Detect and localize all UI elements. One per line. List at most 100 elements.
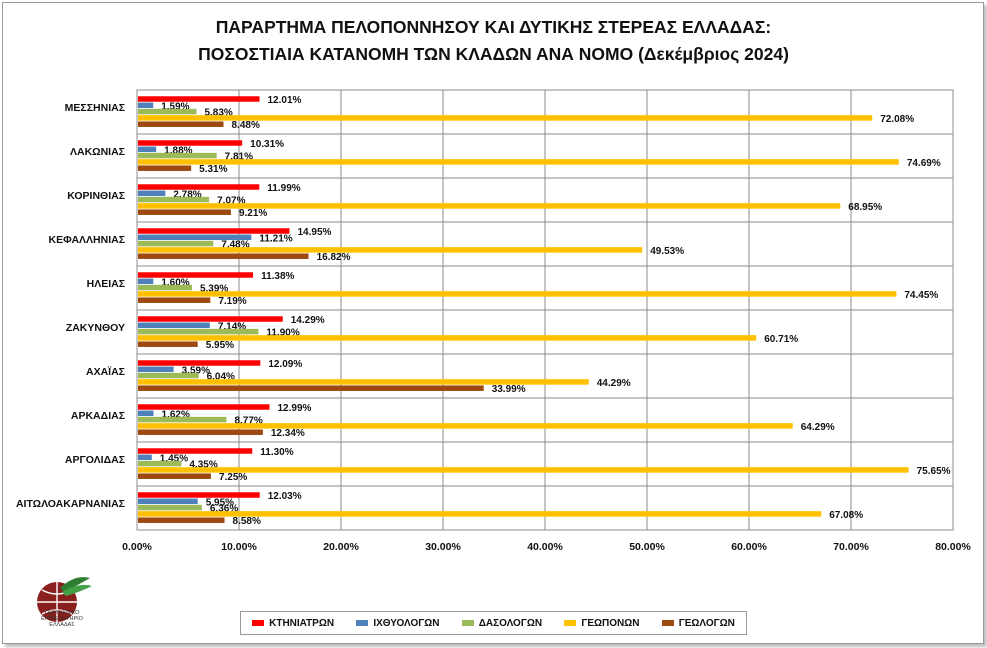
data-label: 74.69% [907,158,941,169]
x-tick-label: 10.00% [221,541,257,553]
bar [138,517,225,523]
bar [138,416,227,423]
bar [138,121,224,127]
bar [138,410,154,417]
category-label: ΑΙΤΩΛΟΑΚΑΡΝΑΝΙΑΣ [16,498,125,510]
bar [138,140,243,146]
bar [138,247,643,253]
bar [138,372,199,379]
data-label: 9.21% [239,208,267,219]
legend-item-ichthyologon: ΙΧΘΥΟΛΟΓΩΝ [356,617,440,629]
data-label: 1.45% [160,453,188,464]
data-label: 3.59% [182,365,210,376]
bar [138,448,253,454]
bar [138,335,757,341]
data-label: 12.03% [268,491,302,502]
legend-swatch-dasologon [461,620,474,626]
data-label: 49.53% [650,246,684,257]
bar [138,498,198,505]
x-tick-label: 70.00% [833,541,869,553]
bar [138,284,192,291]
data-label: 7.25% [219,472,247,483]
data-label: 8.77% [234,416,262,427]
data-label: 11.90% [266,328,299,339]
data-label: 1.59% [161,101,189,112]
data-label: 11.99% [267,183,300,194]
category-label: ΑΡΚΑΔΙΑΣ [71,410,125,422]
data-label: 12.01% [268,95,302,106]
legend-item-geoponon: ΓΕΩΠΟΝΩΝ [564,618,640,629]
bar [138,460,182,467]
x-tick-label: 0.00% [122,541,152,553]
bar [138,228,290,234]
data-label: 44.29% [597,378,631,389]
bar [138,115,873,121]
bar [138,423,793,429]
data-label: 16.82% [317,252,351,263]
data-label: 67.08% [829,510,863,521]
data-label: 12.34% [271,428,305,439]
chart-title-line-1: ΠΑΡΑΡΤΗΜΑ ΠΕΛΟΠΟΝΝΗΣΟΥ ΚΑΙ ΔΥΤΙΚΗΣ ΣΤΕΡΕ… [215,17,772,37]
data-label: 74.45% [904,290,938,301]
bar [138,152,217,159]
data-label: 2.78% [173,189,201,200]
data-label: 5.95% [206,340,234,351]
bar [138,196,210,203]
bar [138,165,192,171]
data-label: 1.62% [162,409,190,420]
data-label: 75.65% [917,466,951,477]
bar [138,492,260,498]
data-label: 7.14% [218,321,246,332]
category-label: ΑΧΑΪΑΣ [86,365,125,378]
x-tick-label: 40.00% [527,541,563,553]
legend-swatch-ichthyologon [356,620,369,626]
legend-label-ichthyologon: ΙΧΘΥΟΛΟΓΩΝ [373,617,440,629]
data-label: 72.08% [880,114,914,125]
bar [138,146,157,153]
data-label: 14.95% [297,227,331,238]
legend-item-dasologon: ΔΑΣΟΛΟΓΩΝ [461,618,542,629]
data-label: 5.31% [199,164,227,175]
data-label: 11.38% [261,271,294,282]
category-label: ΖΑΚΥΝΘΟΥ [66,322,125,334]
bar [138,253,309,259]
data-label: 7.19% [218,296,246,307]
logo-text-line-1: ΓΕΩΤΕΧΝΙΚΟ [44,610,80,616]
x-tick-label: 20.00% [323,541,359,553]
data-label: 8.48% [231,120,259,131]
bar [138,159,899,165]
bar [138,291,897,297]
bar [138,454,152,461]
data-label: 1.60% [161,277,189,288]
bar [138,404,270,410]
logo-text: ΓΕΩΤΕΧΝΙΚΟ ΕΠΙΜΕΛΗΤΗΡΙΟ ΕΛΛΑΔΑΣ [22,610,102,628]
data-label: 64.29% [801,422,835,433]
logo-globe-lines [37,582,77,622]
bar [138,379,589,385]
bar [138,184,260,190]
bar [138,96,260,102]
bar [138,504,202,511]
category-label: ΚΟΡΙΝΘΙΑΣ [67,190,125,202]
bar [138,190,166,197]
bar [138,385,484,391]
data-label: 6.36% [210,504,238,515]
legend-swatch-geoponon [564,620,577,626]
data-label: 4.35% [189,460,217,471]
legend-item-ktiniatron: ΚΤΗΝΙΑΤΡΩΝ [252,618,334,629]
data-label: 1.88% [164,145,192,156]
bar [138,209,231,215]
x-tick-label: 30.00% [425,541,461,553]
chart-title-line-2: ΠΟΣΟΣΤΙΑΙΑ ΚΑΤΑΝΟΜΗ ΤΩΝ ΚΛΑΔΩΝ ΑΝΑ ΝΟΜΟ … [198,44,789,64]
x-tick-label: 50.00% [629,541,665,553]
logo-leaf-2 [62,584,92,596]
data-label: 33.99% [492,384,526,395]
category-label: ΛΑΚΩΝΙΑΣ [70,146,125,158]
data-label: 8.58% [233,516,261,527]
legend: ΚΤΗΝΙΑΤΡΩΝ ΙΧΘΥΟΛΟΓΩΝ ΔΑΣΟΛΟΓΩΝ ΓΕΩΠΟΝΩΝ… [240,611,747,635]
data-label: 68.95% [848,202,882,213]
bar [138,328,259,335]
data-label: 11.30% [260,447,293,458]
x-tick-label: 60.00% [731,541,767,553]
